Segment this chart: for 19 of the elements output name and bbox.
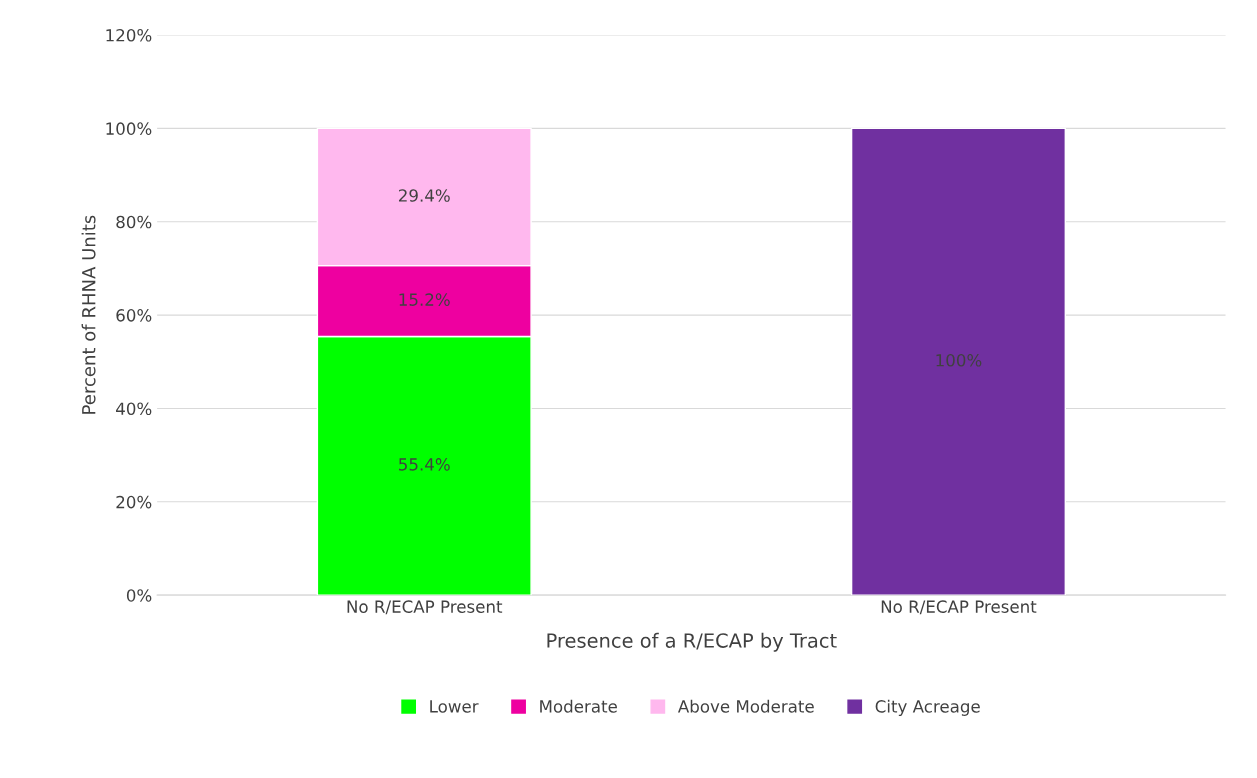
legend-label: City Acreage (875, 699, 980, 716)
data-label: 29.4% (398, 189, 450, 202)
x-tick-label: No R/ECAP Present (347, 600, 503, 615)
y-axis-title: Percent of RHNA Units (81, 215, 96, 414)
y-tick-label: 100% (106, 122, 152, 135)
x-tick-label: No R/ECAP Present (881, 600, 1037, 615)
y-tick-label: 0% (126, 589, 152, 602)
x-axis-title: Presence of a R/ECAP by Tract (547, 632, 837, 652)
y-tick-label: 20% (116, 495, 152, 509)
data-label: 55.4% (399, 458, 450, 471)
legend-label: Moderate (540, 699, 617, 713)
y-tick-label: 120% (106, 28, 152, 42)
y-tick-label: 60% (116, 309, 152, 322)
y-tick-label: 80% (116, 215, 152, 229)
legend-label: Above Moderate (677, 699, 814, 713)
data-label: 100% (936, 354, 982, 367)
data-label: 15.2% (399, 293, 450, 306)
legend-label: Lower (430, 700, 479, 713)
y-tick-label: 40% (116, 402, 152, 416)
